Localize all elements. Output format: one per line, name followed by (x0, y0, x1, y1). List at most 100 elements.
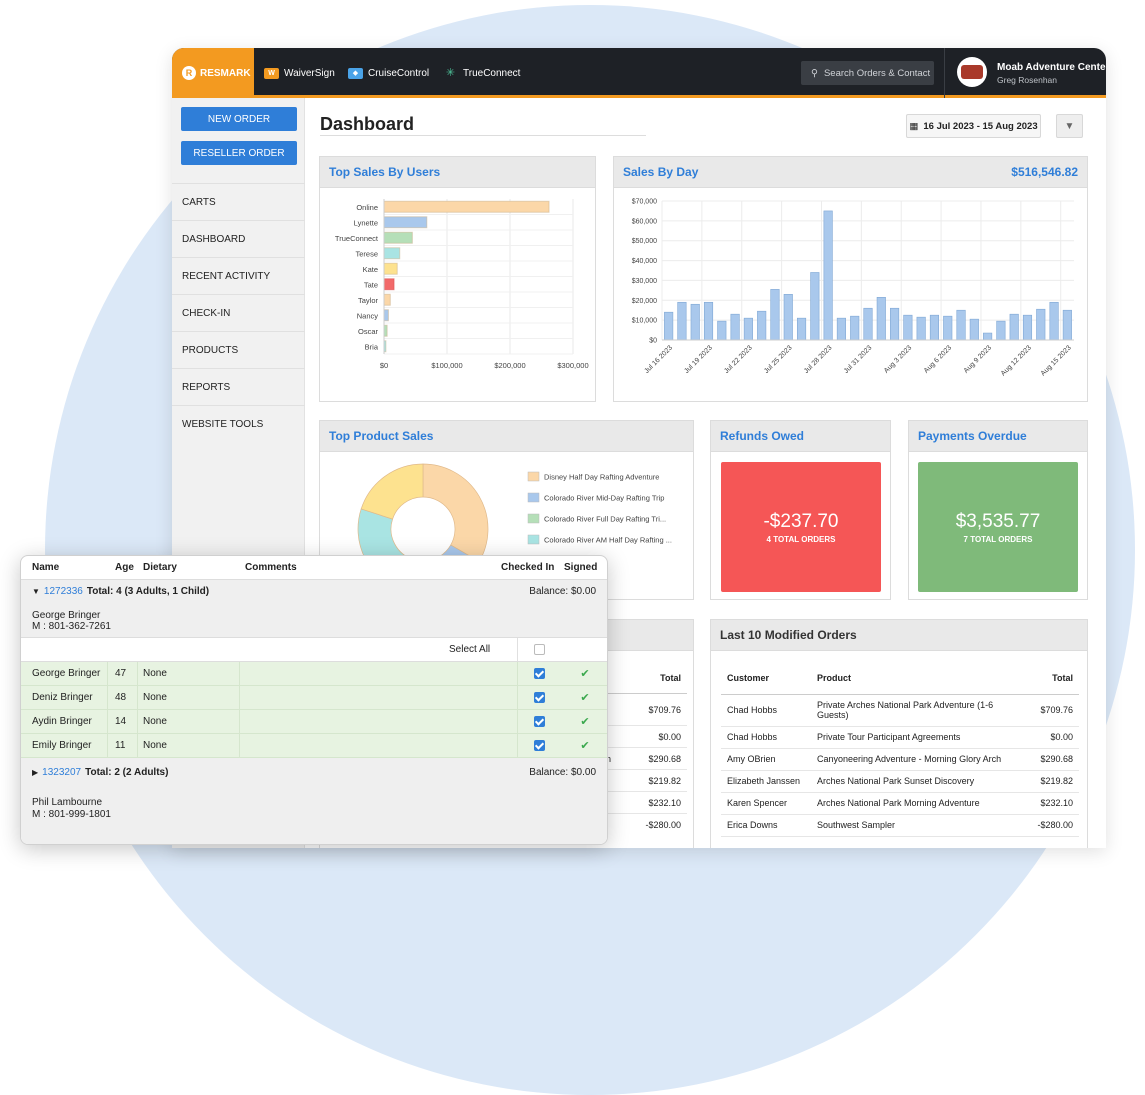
checkbox-checked-icon (533, 668, 545, 679)
total-cell: $0.00 (1031, 726, 1079, 749)
caret-down-icon: ▼ (32, 586, 40, 596)
guest-dietary: None (143, 740, 167, 751)
tab-cruisecontrol-label: CruiseControl (368, 67, 430, 79)
checked-in-checkbox[interactable] (517, 734, 561, 757)
legend-swatch (527, 471, 540, 482)
x-tick-label: Jul 16 2023 (644, 344, 675, 375)
table-row[interactable]: Elizabeth Janssen Arches National Park S… (721, 770, 1079, 793)
account-user: Greg Rosenhan (997, 75, 1058, 85)
caret-right-icon: ▶ (32, 767, 39, 777)
order-summary: Total: 2 (2 Adults) (85, 766, 169, 778)
bar (916, 316, 926, 341)
bar (823, 210, 833, 341)
sidebar-item-check-in[interactable]: CHECK-IN (172, 294, 305, 331)
bar (383, 216, 428, 229)
order-total: -$280.00 (645, 820, 681, 830)
panel-header: Top Product Sales (320, 421, 693, 452)
legend-swatch (527, 513, 540, 524)
bar (383, 278, 395, 291)
checked-in-checkbox[interactable] (517, 710, 561, 733)
refunds-owed-panel: Refunds Owed -$237.70 4 TOTAL ORDERS (710, 420, 891, 600)
bar (943, 315, 953, 341)
reseller-order-button[interactable]: RESELLER ORDER (181, 141, 297, 165)
panel-title: Last 10 Modified Orders (720, 628, 857, 642)
sidebar-item-reports[interactable]: REPORTS (172, 368, 305, 405)
column-header-dietary: Dietary (143, 562, 177, 573)
y-tick-label: $40,000 (632, 258, 657, 265)
column-header-product: Product (811, 662, 1032, 695)
divider (137, 710, 138, 733)
tab-waiversign[interactable]: W WaiverSign (264, 48, 335, 98)
table-row[interactable]: Karen Spencer Arches National Park Morni… (721, 792, 1079, 815)
bar (1022, 314, 1033, 341)
guest-name: Aydin Bringer (32, 716, 92, 727)
category-label: Oscar (358, 327, 379, 336)
guest-row[interactable]: Aydin Bringer 14 None ✔ (21, 710, 607, 734)
sidebar-item-website-tools[interactable]: WEBSITE TOOLS (172, 405, 305, 442)
table-row[interactable]: Amy OBrien Canyoneering Adventure - Morn… (721, 748, 1079, 771)
legend-label: Disney Half Day Rafting Adventure (544, 473, 659, 482)
bar (983, 332, 993, 341)
checked-in-checkbox[interactable] (517, 686, 561, 709)
sidebar-item-recent-activity[interactable]: RECENT ACTIVITY (172, 257, 305, 294)
column-header-customer: Customer (721, 662, 811, 695)
new-order-button[interactable]: NEW ORDER (181, 107, 297, 131)
guest-age: 48 (115, 692, 127, 703)
panel-header: Refunds Owed (711, 421, 890, 452)
brand-label: RESMARK (200, 67, 251, 79)
order-group-row[interactable]: ▶ 1323207 Total: 2 (2 Adults) Balance: $… (21, 758, 607, 786)
order-group-row[interactable]: ▼ 1272336 Total: 4 (3 Adults, 1 Child) B… (21, 580, 607, 602)
payments-overdue-card[interactable]: $3,535.77 7 TOTAL ORDERS (918, 462, 1078, 592)
sidebar-item-products[interactable]: PRODUCTS (172, 331, 305, 368)
account-logo[interactable] (957, 57, 987, 87)
table-row[interactable]: Chad Hobbs Private Arches National Park … (721, 694, 1079, 727)
category-label: Tate (364, 280, 378, 289)
bar (1049, 301, 1059, 341)
bar (1062, 309, 1072, 341)
checkbox-icon (533, 644, 545, 655)
pie-slice (360, 463, 424, 520)
order-number-link[interactable]: 1272336 (43, 585, 83, 597)
car-icon: ◆ (348, 67, 363, 79)
refunds-owed-card[interactable]: -$237.70 4 TOTAL ORDERS (721, 462, 881, 592)
contact-block: George Bringer M : 801-362-7261 (21, 602, 607, 638)
guest-row[interactable]: Deniz Bringer 48 None ✔ (21, 686, 607, 710)
date-range-picker[interactable]: ▦ 16 Jul 2023 - 15 Aug 2023 (906, 114, 1041, 138)
y-tick-label: $60,000 (632, 218, 657, 225)
guest-row[interactable]: Emily Bringer 11 None ✔ (21, 734, 607, 758)
tab-trueconnect[interactable]: ✳ TrueConnect (443, 48, 521, 98)
pie-slice (422, 463, 489, 562)
panel-title: Refunds Owed (720, 429, 805, 443)
checked-in-checkbox[interactable] (517, 662, 561, 685)
total-cell: -$280.00 (1031, 814, 1079, 837)
tab-cruisecontrol[interactable]: ◆ CruiseControl (348, 48, 429, 98)
divider (107, 662, 108, 685)
column-header-age: Age (115, 562, 134, 573)
sidebar-item-carts[interactable]: CARTS (172, 183, 305, 220)
bar (890, 307, 900, 341)
sidebar-item-dashboard[interactable]: DASHBOARD (172, 220, 305, 257)
check-in-header-row: Name Age Dietary Comments Checked In Sig… (21, 556, 607, 580)
checkmark-icon: ✔ (580, 668, 590, 680)
search-input[interactable]: ⚲ Search Orders & Contact (801, 61, 934, 85)
category-label: Terese (355, 249, 378, 258)
guest-row[interactable]: George Bringer 47 None ✔ (21, 662, 607, 686)
customer-cell: Erica Downs (721, 814, 811, 837)
divider (517, 710, 518, 733)
legend-label: Colorado River Full Day Rafting Tri... (544, 515, 666, 524)
brand-tab[interactable]: R RESMARK (172, 48, 254, 98)
contact-name: Phil Lambourne (32, 797, 103, 808)
checkmark-icon: ✔ (580, 692, 590, 704)
refunds-count: 4 TOTAL ORDERS (766, 534, 836, 544)
order-number-link[interactable]: 1323207 (42, 766, 82, 778)
divider (517, 638, 518, 661)
account-name[interactable]: Moab Adventure Center (997, 62, 1106, 73)
category-label: TrueConnect (335, 234, 379, 243)
guest-name: Emily Bringer (32, 740, 92, 751)
guest-dietary: None (143, 716, 167, 727)
signed-status: ✔ (561, 710, 607, 733)
table-row[interactable]: Chad Hobbs Private Tour Participant Agre… (721, 726, 1079, 749)
select-all-checkbox[interactable] (517, 638, 561, 661)
filter-button[interactable]: ▼ (1056, 114, 1083, 138)
table-row[interactable]: Erica Downs Southwest Sampler -$280.00 (721, 814, 1079, 837)
